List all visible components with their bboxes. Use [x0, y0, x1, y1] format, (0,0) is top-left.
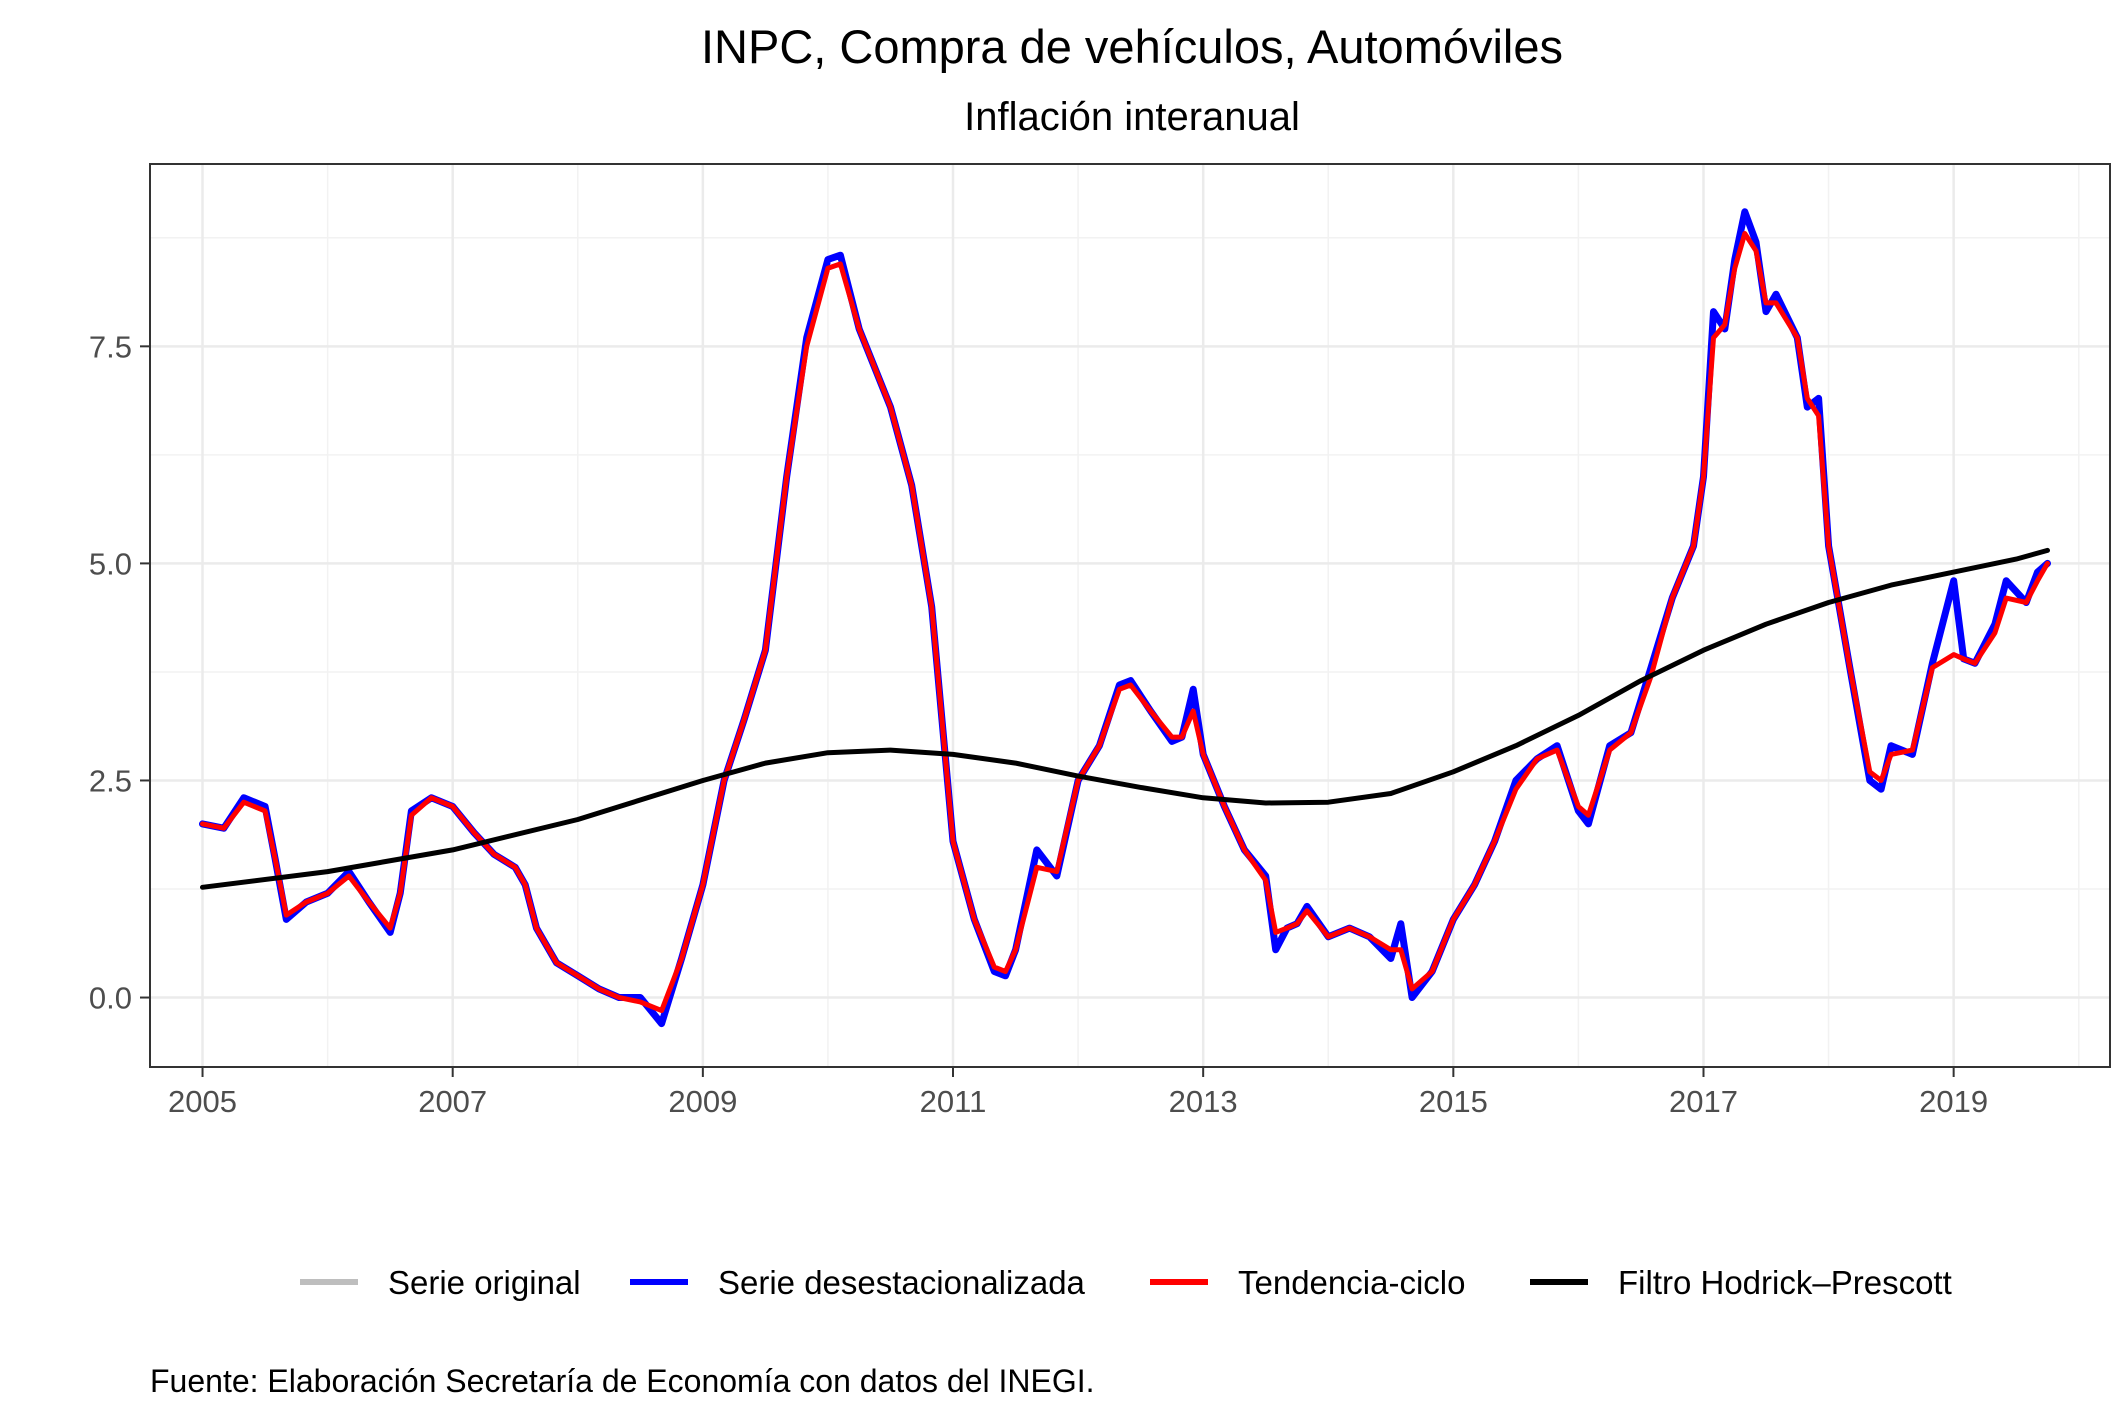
legend-item-serie-desestacionalizada: Serie desestacionalizada — [630, 1264, 1086, 1301]
x-tick-label: 2009 — [668, 1084, 737, 1119]
legend-item-tendencia-ciclo: Tendencia-ciclo — [1150, 1264, 1465, 1301]
legend-label-serie-original: Serie original — [388, 1264, 581, 1301]
x-tick-label: 2007 — [418, 1084, 487, 1119]
series-layer — [199, 208, 2051, 1028]
x-tick-label: 2015 — [1419, 1084, 1488, 1119]
plot-area — [149, 163, 2111, 1068]
caption: Fuente: Elaboración Secretaría de Econom… — [150, 1363, 1095, 1399]
chart-title: INPC, Compra de vehículos, Automóviles — [701, 20, 1563, 73]
legend: Serie original Serie desestacionalizada … — [300, 1264, 1952, 1301]
x-tick-label: 2017 — [1669, 1084, 1738, 1119]
y-tick-label: 5.0 — [89, 546, 132, 581]
legend-label-serie-desestacionalizada: Serie desestacionalizada — [718, 1264, 1086, 1301]
y-tick-label: 0.0 — [89, 981, 132, 1016]
legend-item-filtro-hodrick-prescott: Filtro Hodrick–Prescott — [1530, 1264, 1952, 1301]
legend-item-serie-original: Serie original — [300, 1264, 581, 1301]
x-tick-label: 2005 — [168, 1084, 237, 1119]
panel-border — [149, 163, 2111, 1068]
y-tick-label: 7.5 — [89, 329, 132, 364]
chart-subtitle: Inflación interanual — [964, 95, 1300, 139]
x-tick-label: 2019 — [1919, 1084, 1988, 1119]
y-axis: 0.0 2.5 5.0 7.5 — [89, 329, 150, 1016]
legend-label-filtro-hodrick-prescott: Filtro Hodrick–Prescott — [1618, 1264, 1952, 1301]
x-tick-label: 2013 — [1169, 1084, 1238, 1119]
panel-background — [150, 164, 2110, 1067]
legend-label-tendencia-ciclo: Tendencia-ciclo — [1238, 1264, 1465, 1301]
series-line-tendencia-ciclo — [200, 231, 2050, 1014]
x-tick-label: 2011 — [920, 1084, 987, 1119]
series-line-filtro-hodrick-prescott — [200, 547, 2050, 890]
major-gridlines — [150, 164, 2110, 1067]
y-tick-label: 2.5 — [89, 763, 132, 798]
minor-gridlines — [150, 164, 2110, 1067]
x-axis: 2005 2007 2009 2011 2013 2015 2017 2019 — [168, 1067, 1988, 1119]
